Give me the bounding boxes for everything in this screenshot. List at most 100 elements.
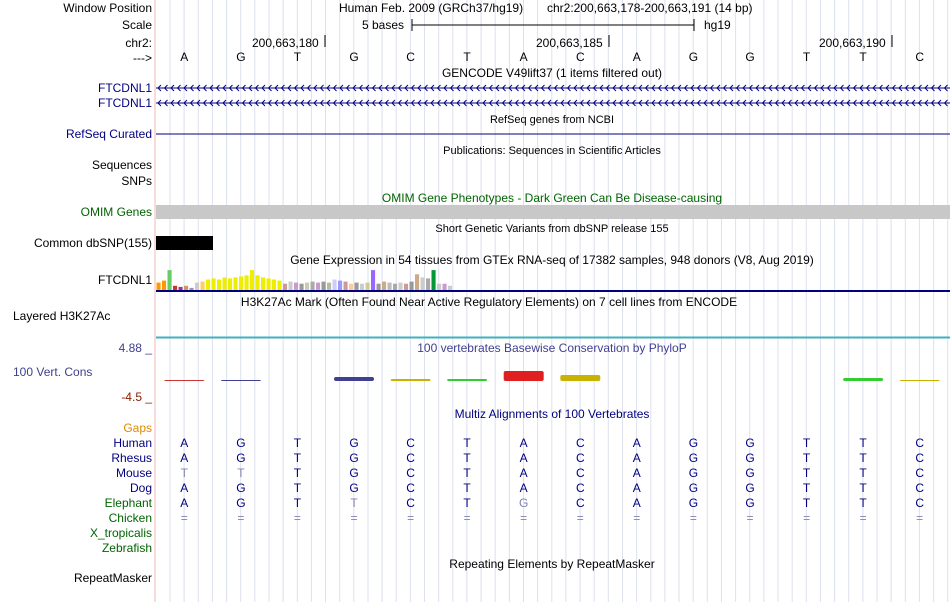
gtex-tissue-bar bbox=[255, 275, 260, 290]
multiz-track-title[interactable]: Multiz Alignments of 100 Vertebrates bbox=[454, 407, 650, 421]
alignment-base: C bbox=[915, 466, 925, 480]
dbsnp-track-title[interactable]: Short Genetic Variants from dbSNP releas… bbox=[435, 223, 669, 235]
gtex-tissue-bar bbox=[189, 287, 194, 290]
refseq-label[interactable]: RefSeq Curated bbox=[65, 127, 152, 141]
gtex-tissue-bar bbox=[393, 283, 398, 290]
gencode-track-title[interactable]: GENCODE V49lift37 (1 items filtered out) bbox=[441, 66, 663, 80]
alignment-base: C bbox=[915, 436, 925, 450]
conservation-track-title[interactable]: 100 vertebrates Basewise Conservation by… bbox=[417, 341, 687, 355]
gtex-tissue-bar bbox=[261, 277, 266, 290]
omim-track-title[interactable]: OMIM Gene Phenotypes - Dark Green Can Be… bbox=[381, 191, 723, 205]
strand-chevron-icon bbox=[157, 84, 948, 92]
gtex-gene-label[interactable]: FTCDNL1 bbox=[97, 273, 152, 287]
gencode-gene-label[interactable]: FTCDNL1 bbox=[97, 81, 152, 95]
gtex-tissue-bar bbox=[354, 282, 359, 290]
strand-chevron-icon bbox=[157, 99, 948, 107]
repeatmasker-track-title[interactable]: Repeating Elements by RepeatMasker bbox=[449, 557, 655, 571]
gtex-tissue-bar bbox=[239, 276, 244, 291]
repeatmasker-label[interactable]: RepeatMasker bbox=[73, 571, 152, 585]
alignment-base: G bbox=[745, 496, 755, 510]
coord-label: 200,663,190 bbox=[819, 36, 886, 50]
alignment-base: T bbox=[293, 451, 302, 465]
alignment-base: G bbox=[236, 481, 246, 495]
publications-label[interactable]: Sequences bbox=[91, 158, 152, 172]
gtex-tissue-bar bbox=[316, 282, 321, 290]
alignment-base: T bbox=[463, 451, 471, 465]
alignment-base: C bbox=[406, 451, 415, 465]
species-label[interactable]: Elephant bbox=[104, 496, 152, 510]
alignment-base: = bbox=[746, 511, 754, 525]
phylop-conservation-glyph bbox=[560, 375, 601, 381]
alignment-base: G bbox=[688, 451, 699, 465]
alignment-base: G bbox=[688, 496, 699, 510]
alignment-base: T bbox=[859, 466, 867, 480]
species-label[interactable]: Rhesus bbox=[111, 451, 152, 465]
reference-base: A bbox=[519, 50, 528, 64]
species-label[interactable]: X_tropicalis bbox=[89, 526, 152, 540]
reference-base: A bbox=[180, 50, 189, 64]
alignment-base: C bbox=[575, 451, 585, 465]
species-label[interactable]: Human bbox=[113, 436, 152, 450]
alignment-base: G bbox=[349, 451, 359, 465]
gtex-tissue-bar bbox=[299, 283, 304, 290]
window-position-value: chr2:200,663,178-200,663,191 (14 bp) bbox=[547, 1, 753, 15]
alignment-base: T bbox=[463, 481, 471, 495]
alignment-base: T bbox=[463, 436, 471, 450]
gtex-tissue-bar bbox=[206, 279, 211, 290]
alignment-base: C bbox=[915, 451, 925, 465]
omim-label[interactable]: OMIM Genes bbox=[80, 205, 152, 219]
phylop-conservation-glyph bbox=[390, 379, 431, 381]
phylop-conservation-glyph bbox=[899, 380, 940, 381]
chrom-label[interactable]: chr2: bbox=[125, 36, 152, 50]
gtex-track-title[interactable]: Gene Expression in 54 tissues from GTEx … bbox=[290, 253, 814, 267]
species-label[interactable]: Mouse bbox=[115, 466, 152, 480]
alignment-base: T bbox=[802, 466, 811, 480]
alignment-base: C bbox=[575, 496, 585, 510]
alignment-base: = bbox=[859, 511, 867, 525]
alignment-base: G bbox=[519, 496, 529, 510]
alignment-base: C bbox=[406, 481, 415, 495]
gencode-gene-label[interactable]: FTCDNL1 bbox=[97, 96, 152, 110]
gtex-tissue-bar bbox=[233, 277, 238, 290]
reference-base: T bbox=[463, 50, 471, 64]
alignment-base: T bbox=[859, 481, 867, 495]
snps-label[interactable]: SNPs bbox=[121, 174, 152, 188]
alignment-base: G bbox=[236, 496, 246, 510]
conservation-label[interactable]: 100 Vert. Cons bbox=[13, 365, 93, 379]
scale-bases-text: 5 bases bbox=[362, 18, 405, 32]
alignment-base: T bbox=[802, 451, 811, 465]
gtex-tissue-bar bbox=[371, 270, 376, 290]
alignment-base: T bbox=[859, 451, 867, 465]
gtex-tissue-bar bbox=[277, 280, 282, 291]
gtex-tissue-bar bbox=[195, 282, 200, 290]
species-label[interactable]: Dog bbox=[129, 481, 152, 495]
alignment-base: T bbox=[293, 496, 302, 510]
alignment-base: A bbox=[180, 496, 189, 510]
phylop-conservation-glyph bbox=[334, 377, 374, 381]
species-label[interactable]: Zebrafish bbox=[101, 541, 152, 555]
gtex-tissue-bar bbox=[173, 285, 178, 290]
refseq-track-title[interactable]: RefSeq genes from NCBI bbox=[489, 114, 615, 126]
h3k27ac-track-title[interactable]: H3K27Ac Mark (Often Found Near Active Re… bbox=[240, 295, 738, 309]
species-label[interactable]: Chicken bbox=[108, 511, 152, 525]
dbsnp-label[interactable]: Common dbSNP(155) bbox=[33, 236, 152, 250]
reference-base: T bbox=[802, 50, 811, 64]
gtex-tissue-bar bbox=[162, 280, 167, 291]
gaps-label[interactable]: Gaps bbox=[123, 421, 152, 435]
alignment-base: T bbox=[293, 466, 302, 480]
alignment-base: C bbox=[406, 436, 415, 450]
alignment-base: T bbox=[802, 436, 811, 450]
alignment-base: = bbox=[576, 511, 584, 525]
strand-arrow-label[interactable]: ---> bbox=[133, 51, 152, 65]
reference-base: G bbox=[688, 50, 699, 64]
publications-track-title[interactable]: Publications: Sequences in Scientific Ar… bbox=[443, 145, 661, 157]
alignment-base: C bbox=[406, 496, 415, 510]
gtex-tissue-bar bbox=[387, 282, 392, 290]
phylop-conservation-glyph bbox=[164, 380, 205, 381]
alignment-base: G bbox=[688, 481, 699, 495]
gtex-tissue-bar bbox=[409, 281, 414, 290]
alignment-base: G bbox=[236, 451, 246, 465]
reference-base: T bbox=[293, 50, 302, 64]
h3k27ac-label[interactable]: Layered H3K27Ac bbox=[13, 309, 111, 323]
